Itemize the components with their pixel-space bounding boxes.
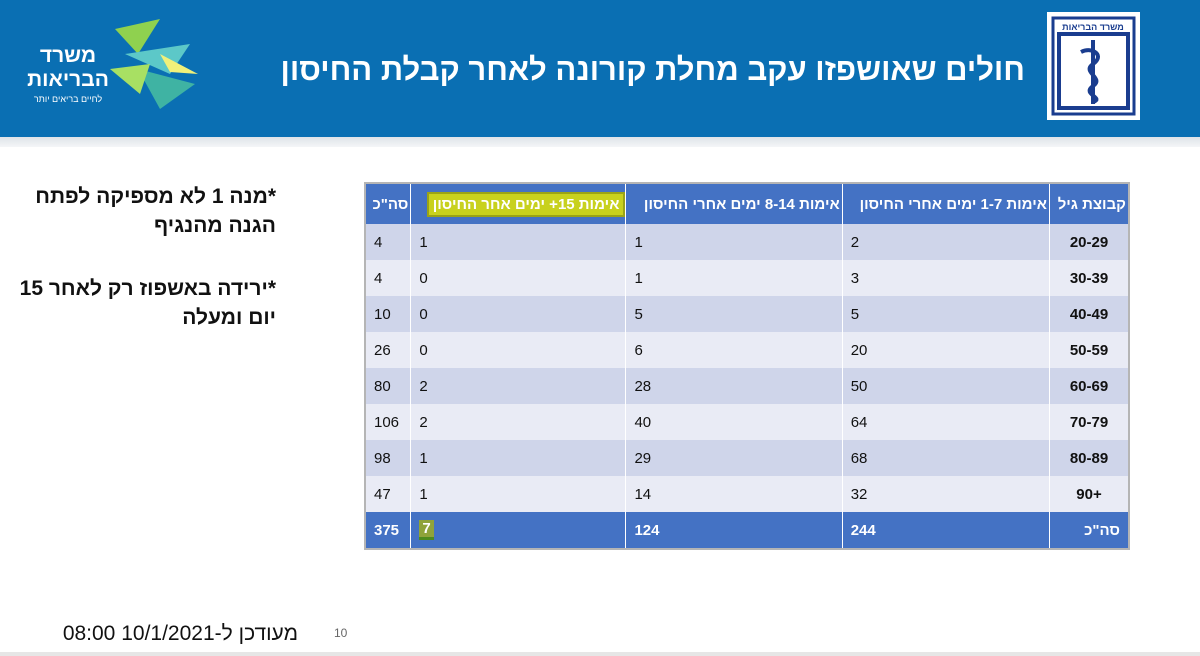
cell-total: 98 [364, 440, 411, 476]
cell-days-8-14: 29 [625, 440, 843, 476]
cell-age-group: 20-29 [1049, 224, 1129, 260]
updated-timestamp: מעודכן ל-10/1/2021 08:00 [62, 622, 298, 645]
emblem-icon: משרד הבריאות [1051, 16, 1136, 116]
cell-days-15-plus: 0 [410, 332, 626, 368]
cell-days-15-plus: 0 [410, 296, 626, 332]
logo-tagline: לחיים בריאים יותר [34, 94, 102, 104]
cell-days-1-7: 32 [841, 476, 1050, 512]
table-row: 20-29 2 1 1 4 [364, 224, 1129, 260]
cell-total: 4 [364, 260, 411, 296]
cell-days-1-7: 3 [841, 260, 1050, 296]
cell-days-8-14: 6 [625, 332, 843, 368]
cell-age-group: 60-69 [1049, 368, 1129, 404]
bottom-border [0, 652, 1200, 656]
cell-age-group: 50-59 [1049, 332, 1129, 368]
cell-days-1-7: 5 [841, 296, 1050, 332]
header-days-8-14: אימות 8-14 ימים אחרי החיסון [625, 183, 843, 224]
cell-total: 4 [364, 224, 411, 260]
notes: *מנה 1 לא מספיקה לפתח הגנה מהנגיף *ירידה… [16, 182, 276, 366]
cell-total: 106 [364, 404, 411, 440]
cell-days-15-plus: 2 [410, 404, 626, 440]
header-days-1-7: אימות 1-7 ימים אחרי החיסון [841, 183, 1050, 224]
cell-days-8-14: 40 [625, 404, 843, 440]
cell-days-8-14: 28 [625, 368, 843, 404]
table-row: 50-59 20 6 0 26 [364, 332, 1129, 368]
table-body: 20-29 2 1 1 4 30-39 3 1 0 4 40-49 5 5 0 10 50-59 20 6 0 26 6… [364, 224, 1129, 549]
cell-total: 10 [364, 296, 411, 332]
header-days-15-plus: אימות 15+ ימים אחר החיסון [410, 183, 626, 224]
cell-age-group: 30-39 [1049, 260, 1129, 296]
cell-total: 80 [364, 368, 411, 404]
header-stripe [0, 137, 1200, 147]
table-row: 80-89 68 29 1 98 [364, 440, 1129, 476]
cell-days-8-14: 1 [625, 260, 843, 296]
totals-row: סה"כ 244 124 7 375 [364, 512, 1129, 549]
table-row: +90 32 14 1 47 [364, 476, 1129, 512]
page-title: חולים שאושפזו עקב מחלת קורונה לאחר קבלת … [280, 52, 1025, 87]
table-row: 60-69 50 28 2 80 [364, 368, 1129, 404]
cell-days-8-14: 5 [625, 296, 843, 332]
totals-days-1-7: 244 [841, 512, 1050, 549]
cell-days-1-7: 2 [841, 224, 1050, 260]
table-row: 40-49 5 5 0 10 [364, 296, 1129, 332]
cell-days-8-14: 1 [625, 224, 843, 260]
totals-label: סה"כ [1049, 512, 1129, 549]
totals-total: 375 [364, 512, 411, 549]
header-age-group: קבוצת גיל [1049, 183, 1129, 224]
cell-days-15-plus: 0 [410, 260, 626, 296]
cell-days-15-plus: 1 [410, 476, 626, 512]
page-number: 10 [334, 626, 348, 640]
cell-days-1-7: 64 [841, 404, 1050, 440]
header-total: סה"כ [364, 183, 411, 224]
totals-days-8-14: 124 [625, 512, 843, 549]
table-header-row: קבוצת גיל אימות 1-7 ימים אחרי החיסון אימ… [364, 183, 1129, 224]
cell-age-group: 80-89 [1049, 440, 1129, 476]
totals-days-15-plus: 7 [410, 512, 626, 549]
cell-age-group: 40-49 [1049, 296, 1129, 332]
logo-line1: משרד [40, 44, 96, 67]
emblem-text: משרד הבריאות [1062, 22, 1124, 32]
note-hospitalization-drop: *ירידה באשפוז רק לאחר 15 יום ומעלה [19, 277, 276, 329]
cell-days-8-14: 14 [625, 476, 843, 512]
header-days-15-plus-label: אימות 15+ ימים אחר החיסון [428, 193, 624, 215]
cell-age-group: +90 [1049, 476, 1129, 512]
ministry-of-health-logo: משרד הבריאות לחיים בריאים יותר [27, 19, 198, 109]
cell-days-15-plus: 2 [410, 368, 626, 404]
ministry-emblem: משרד הבריאות [1047, 12, 1140, 120]
cell-days-1-7: 50 [841, 368, 1050, 404]
table-row: 30-39 3 1 0 4 [364, 260, 1129, 296]
totals-days-15-plus-value: 7 [419, 520, 434, 540]
cell-days-15-plus: 1 [410, 224, 626, 260]
table-row: 70-79 64 40 2 106 [364, 404, 1129, 440]
cell-days-1-7: 68 [841, 440, 1050, 476]
note-one-dose: *מנה 1 לא מספיקה לפתח הגנה מהנגיף [35, 185, 276, 237]
cell-days-15-plus: 1 [410, 440, 626, 476]
cell-age-group: 70-79 [1049, 404, 1129, 440]
cell-total: 47 [364, 476, 411, 512]
hospitalization-table: קבוצת גיל אימות 1-7 ימים אחרי החיסון אימ… [364, 182, 1130, 550]
slide-header: משרד הבריאות לחיים בריאים יותר חולים שאו… [0, 0, 1200, 138]
cell-total: 26 [364, 332, 411, 368]
logo-line2: הבריאות [27, 68, 109, 91]
cell-days-1-7: 20 [841, 332, 1050, 368]
